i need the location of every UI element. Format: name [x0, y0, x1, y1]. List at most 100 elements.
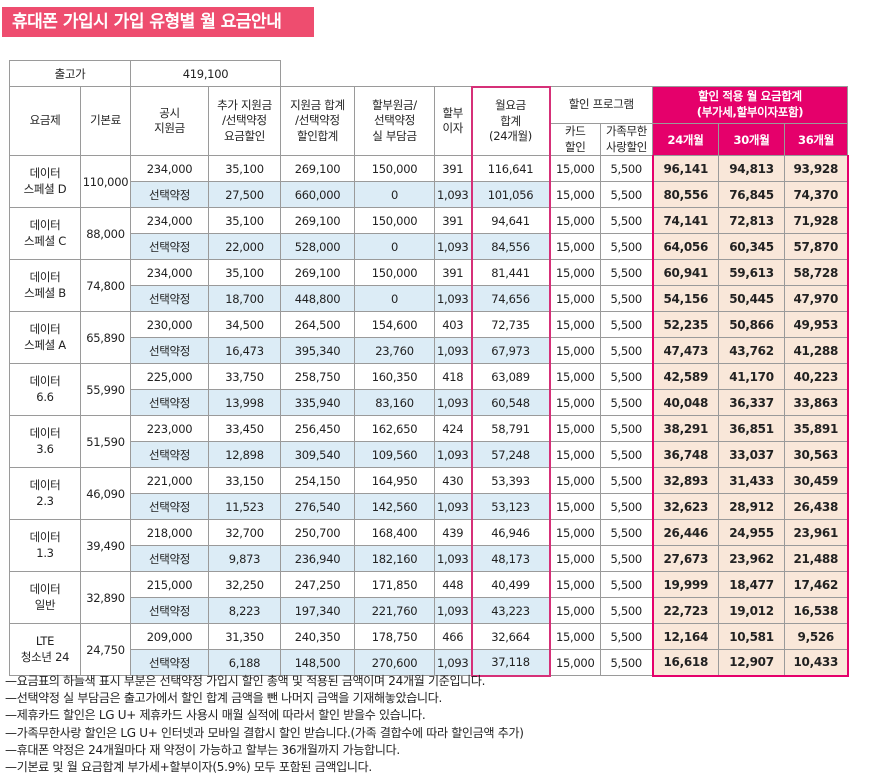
card-discount: 15,000: [549, 415, 601, 443]
add-subsidy: 31,350: [208, 623, 281, 651]
table-row: LTE 청소년 24 24,750 209,000 31,350 240,350 178,7…: [9, 623, 849, 677]
monthly-total: 74,656: [470, 285, 551, 313]
header-card-discount: 카드 할인: [549, 122, 601, 157]
header-plan: 요금제: [9, 85, 81, 157]
family-discount: 5,500: [600, 337, 653, 365]
total-subsidy: 148,500: [280, 649, 355, 677]
plan-name: 데이터 스페셜 B: [9, 259, 81, 313]
add-subsidy: 34,500: [208, 311, 281, 339]
plan-name: 데이터 일반: [9, 571, 81, 625]
final-24m: 64,056: [651, 233, 719, 261]
add-subsidy: 11,523: [208, 493, 281, 521]
final-30m: 50,445: [718, 285, 785, 313]
add-subsidy: 35,100: [208, 155, 281, 183]
contract-label: 선택약정: [130, 545, 209, 573]
contract-label: 선택약정: [130, 597, 209, 625]
add-subsidy: 32,700: [208, 519, 281, 547]
total-subsidy: 264,500: [280, 311, 355, 339]
base-fee: 51,590: [80, 415, 131, 469]
interest: 430: [434, 467, 472, 495]
installment: 0: [354, 181, 435, 209]
family-discount: 5,500: [600, 415, 653, 443]
total-subsidy: 269,100: [280, 259, 355, 287]
total-subsidy: 258,750: [280, 363, 355, 391]
final-30m: 36,851: [718, 415, 785, 443]
monthly-total: 72,735: [470, 311, 551, 339]
installment: 160,350: [354, 363, 435, 391]
installment: 168,400: [354, 519, 435, 547]
interest: 1,093: [434, 181, 472, 209]
header-final-total: 할인 적용 월 요금합계 (부가세,할부이자포함): [652, 86, 848, 124]
family-discount: 5,500: [600, 207, 653, 235]
interest: 1,093: [434, 649, 472, 677]
base-fee: 74,800: [80, 259, 131, 313]
installment: 182,160: [354, 545, 435, 573]
interest: 466: [434, 623, 472, 651]
plan-name: 데이터 스페셜 A: [9, 311, 81, 365]
header-36-months: 36개월: [784, 122, 848, 157]
family-discount: 5,500: [600, 389, 653, 417]
final-36m: 40,223: [784, 363, 849, 391]
family-discount: 5,500: [600, 545, 653, 573]
add-subsidy: 27,500: [208, 181, 281, 209]
installment: 109,560: [354, 441, 435, 469]
contract-label: 선택약정: [130, 181, 209, 209]
total-subsidy: 254,150: [280, 467, 355, 495]
subsidy: 221,000: [130, 467, 209, 495]
add-subsidy: 16,473: [208, 337, 281, 365]
interest: 403: [434, 311, 472, 339]
monthly-total: 84,556: [470, 233, 551, 261]
subsidy: 209,000: [130, 623, 209, 651]
header-24-months: 24개월: [652, 122, 719, 157]
final-24m: 38,291: [651, 415, 719, 443]
header-base: 기본료: [80, 85, 131, 157]
final-36m: 74,370: [784, 181, 849, 209]
final-36m: 57,870: [784, 233, 849, 261]
plan-name: 데이터 스페셜 C: [9, 207, 81, 261]
add-subsidy: 32,250: [208, 571, 281, 599]
contract-label: 선택약정: [130, 493, 209, 521]
final-36m: 9,526: [784, 623, 849, 651]
monthly-total: 53,393: [470, 467, 551, 495]
final-24m: 74,141: [651, 207, 719, 235]
family-discount: 5,500: [600, 649, 653, 677]
table-row-contract: 선택약정 18,700 448,800 0 1,093 74,656 15,000 5,500…: [10, 285, 849, 313]
installment: 142,560: [354, 493, 435, 521]
interest: 418: [434, 363, 472, 391]
final-36m: 30,563: [784, 441, 849, 469]
installment: 83,160: [354, 389, 435, 417]
final-36m: 23,961: [784, 519, 849, 547]
subsidy: 218,000: [130, 519, 209, 547]
final-24m: 96,141: [651, 155, 719, 183]
family-discount: 5,500: [600, 493, 653, 521]
final-36m: 33,863: [784, 389, 849, 417]
final-36m: 58,728: [784, 259, 849, 287]
final-30m: 72,813: [718, 207, 785, 235]
final-30m: 10,581: [718, 623, 785, 651]
table-row: 데이터 2.3 46,090 221,000 33,150 254,150 164,950 4…: [9, 467, 849, 521]
table-row-contract: 선택약정 11,523 276,540 142,560 1,093 53,123 15,00…: [10, 493, 849, 521]
table-row: 데이터 스페셜 A 65,890 230,000 34,500 264,500 154,60…: [9, 311, 849, 365]
final-24m: 54,156: [651, 285, 719, 313]
interest: 1,093: [434, 545, 472, 573]
installment: 270,600: [354, 649, 435, 677]
family-discount: 5,500: [600, 441, 653, 469]
installment: 154,600: [354, 311, 435, 339]
final-30m: 60,345: [718, 233, 785, 261]
card-discount: 15,000: [549, 519, 601, 547]
header-subsidy: 공시 지원금: [130, 85, 209, 157]
base-fee: 65,890: [80, 311, 131, 365]
interest: 391: [434, 155, 472, 183]
price-value: 419,100: [130, 60, 281, 87]
contract-label: 선택약정: [130, 285, 209, 313]
final-30m: 33,037: [718, 441, 785, 469]
monthly-total: 32,664: [470, 623, 551, 651]
family-discount: 5,500: [600, 311, 653, 339]
final-24m: 12,164: [651, 623, 719, 651]
plan-name: 데이터 2.3: [9, 467, 81, 521]
final-36m: 35,891: [784, 415, 849, 443]
interest: 448: [434, 571, 472, 599]
add-subsidy: 13,998: [208, 389, 281, 417]
note-line: —휴대폰 약정은 24개월마다 재 약정이 가능하고 할부는 36개월까지 가능…: [5, 742, 400, 757]
header-family-discount: 가족무한 사랑할인: [600, 122, 653, 157]
